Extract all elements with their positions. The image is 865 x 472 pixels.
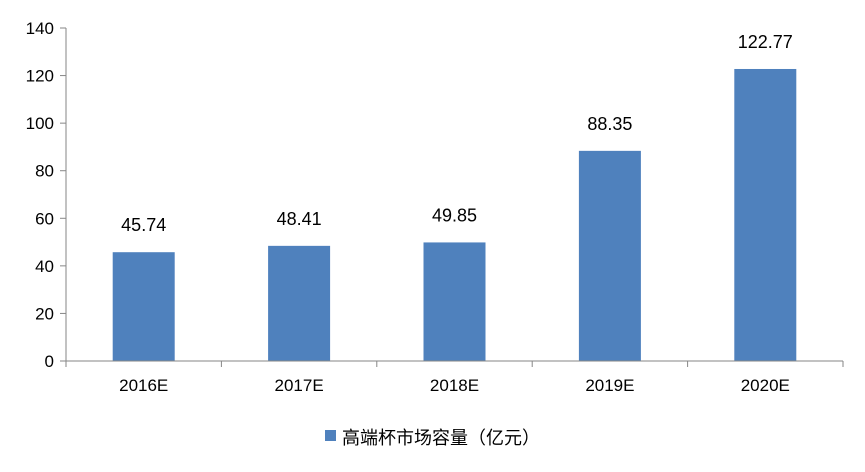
data-label: 88.35 (587, 114, 632, 134)
y-tick-label: 40 (35, 257, 54, 276)
data-label: 122.77 (738, 32, 793, 52)
bar (268, 245, 331, 361)
x-tick-label: 2020E (741, 376, 790, 395)
y-tick-label: 80 (35, 162, 54, 181)
bar (423, 242, 486, 361)
legend-swatch (325, 429, 336, 441)
x-tick-label: 2017E (275, 376, 324, 395)
data-label: 45.74 (121, 215, 166, 235)
x-axis-ticks: 2016E 2017E 2018E 2019E 2020E (65, 361, 844, 395)
x-tick-label: 2016E (119, 376, 168, 395)
bar (734, 68, 797, 361)
y-tick-label: 100 (26, 114, 54, 133)
bars (112, 68, 797, 361)
legend-label: 高端杯市场容量（亿元） (342, 428, 540, 448)
y-tick-label: 140 (26, 19, 54, 38)
x-tick-label: 2018E (430, 376, 479, 395)
axes (65, 28, 843, 362)
bar (112, 252, 175, 361)
y-tick-label: 120 (26, 67, 54, 86)
y-axis-ticks: 0 20 40 60 80 100 120 140 (26, 19, 66, 371)
data-label: 49.85 (432, 205, 477, 225)
y-tick-label: 60 (35, 209, 54, 228)
data-label: 48.41 (277, 209, 322, 229)
legend: 高端杯市场容量（亿元） (0, 424, 865, 450)
y-tick-label: 20 (35, 304, 54, 323)
x-tick-label: 2019E (585, 376, 634, 395)
bar (578, 150, 641, 361)
y-tick-label: 0 (45, 352, 54, 371)
data-labels: 45.74 48.41 49.85 88.35 122.77 (121, 32, 793, 235)
